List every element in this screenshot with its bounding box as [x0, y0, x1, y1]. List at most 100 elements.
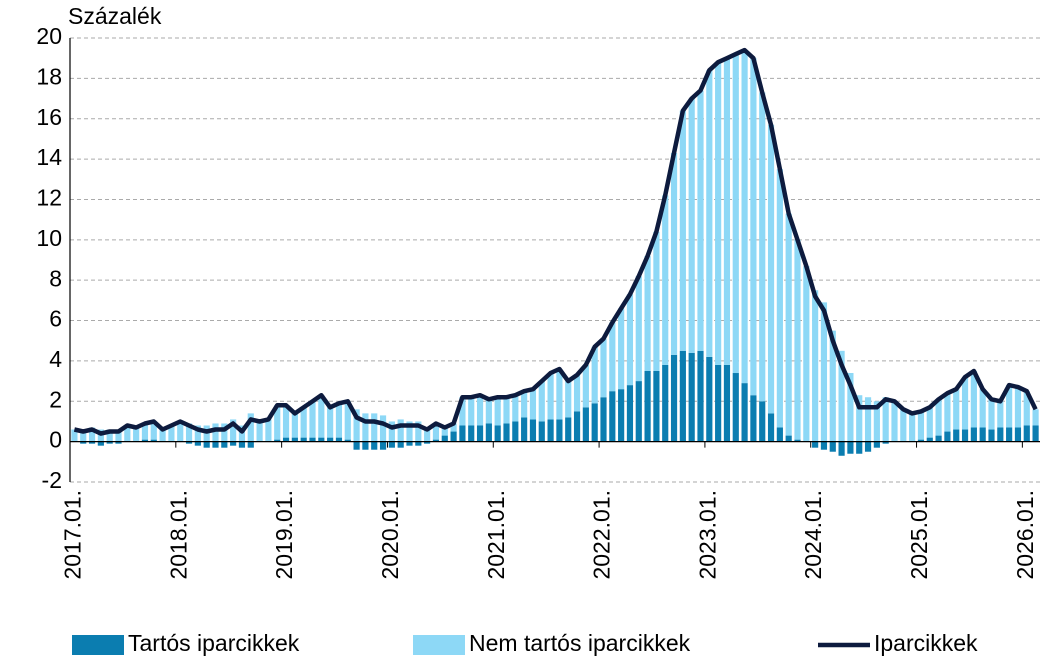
bar [335, 437, 343, 442]
bar [565, 417, 572, 442]
bar [318, 395, 325, 438]
bar [635, 276, 642, 382]
bar [194, 425, 201, 442]
x-tick-label: 2023.01. [694, 490, 720, 580]
bar [988, 399, 995, 430]
legend-label: Nem tartós iparcikkek [469, 630, 691, 656]
y-axis-label: Százalék [68, 3, 162, 29]
bar [856, 395, 863, 442]
bar [556, 368, 563, 420]
bar [662, 364, 669, 442]
bar [309, 437, 316, 442]
bar [124, 425, 131, 442]
bar [485, 399, 492, 424]
bar [997, 401, 1004, 428]
bar [327, 437, 334, 442]
bar [591, 346, 598, 404]
bar [715, 62, 722, 365]
bar [318, 437, 325, 442]
bar [618, 308, 625, 390]
bar [485, 423, 492, 442]
y-tick-label: 0 [49, 427, 62, 453]
bar [935, 399, 942, 436]
bar [917, 411, 925, 440]
bar [415, 441, 422, 446]
bar [776, 169, 783, 428]
bar [88, 427, 96, 442]
bar [88, 441, 96, 444]
x-tick-label: 2018.01. [165, 490, 191, 580]
bar [282, 437, 290, 442]
bar [538, 381, 545, 422]
bar [847, 373, 854, 442]
bar [1023, 391, 1030, 426]
bar [468, 425, 475, 442]
y-tick-label: 16 [36, 104, 62, 130]
bar [274, 439, 281, 442]
bar [662, 195, 669, 365]
bar [626, 294, 634, 386]
bar [521, 391, 528, 418]
bar [997, 427, 1004, 442]
bar [688, 98, 695, 353]
bar [150, 439, 157, 442]
bar [212, 423, 219, 442]
y-tick-label: 6 [49, 306, 62, 332]
bar [1032, 409, 1039, 426]
y-tick-label: 12 [36, 185, 62, 211]
bar [697, 350, 704, 442]
bar [706, 70, 713, 357]
bar [238, 441, 246, 448]
bar [159, 429, 166, 442]
bar [767, 124, 775, 414]
bar [979, 389, 986, 428]
bar [388, 421, 395, 442]
bar [512, 421, 519, 442]
bar [538, 421, 545, 442]
bar [917, 439, 925, 442]
bar [953, 389, 960, 430]
bar [424, 441, 431, 444]
bar [961, 429, 969, 442]
bar [106, 429, 113, 442]
bar [177, 421, 184, 442]
bar [212, 441, 219, 448]
legend-swatch [72, 635, 124, 655]
bar [979, 427, 986, 442]
bar [794, 439, 801, 442]
bar [838, 441, 845, 456]
bar [494, 397, 501, 426]
bar [97, 441, 104, 446]
legend-swatch [413, 635, 465, 655]
bar [856, 441, 863, 454]
bar [371, 441, 378, 450]
bar [626, 385, 634, 442]
bar [344, 401, 351, 440]
bar [600, 338, 607, 398]
bar [723, 364, 731, 442]
bar [591, 403, 598, 442]
y-tick-label: -2 [42, 467, 62, 493]
bar [935, 435, 942, 442]
bar [300, 437, 307, 442]
bar [459, 397, 466, 426]
bar [221, 423, 228, 442]
bar [944, 393, 951, 432]
bar [247, 413, 254, 442]
bar [388, 441, 395, 448]
bar [415, 421, 422, 442]
bar [459, 425, 466, 442]
bar [476, 395, 484, 426]
bar [230, 441, 237, 446]
bar [565, 381, 572, 418]
bar [71, 429, 78, 442]
bar [450, 423, 457, 432]
bar [529, 419, 537, 442]
bar [379, 415, 387, 442]
bar [573, 411, 581, 442]
bar [970, 427, 977, 442]
bar [812, 290, 819, 442]
x-tick-label: 2021.01. [483, 490, 509, 580]
bar [785, 213, 792, 436]
bar [829, 441, 836, 452]
